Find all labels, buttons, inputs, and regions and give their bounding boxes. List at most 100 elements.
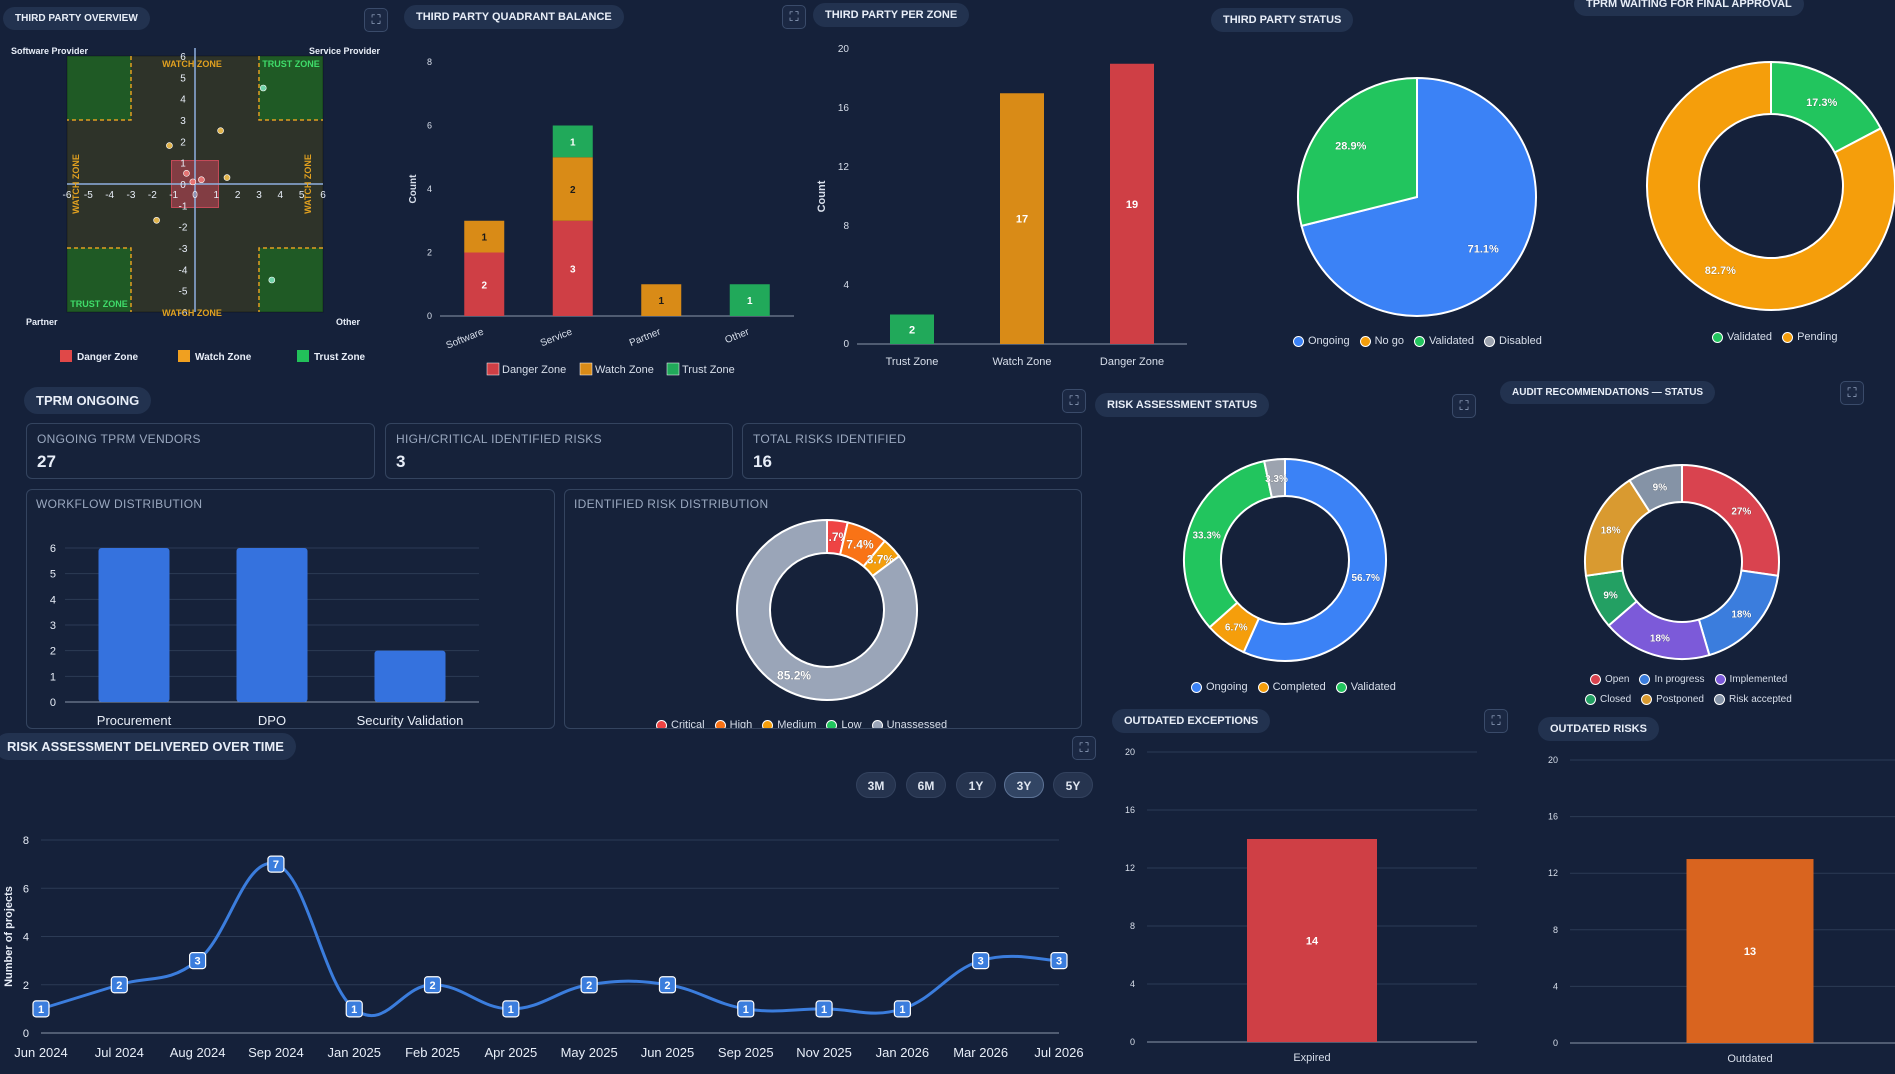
y-tick-label: 4 bbox=[427, 184, 432, 194]
data-point bbox=[268, 276, 276, 284]
legend-item[interactable]: Critical bbox=[656, 719, 705, 728]
y-tick-label: 4 bbox=[50, 594, 56, 606]
x-tick-label: Apr 2025 bbox=[484, 1045, 537, 1060]
kpi-total-risks: TOTAL RISKS IDENTIFIED 16 bbox=[742, 423, 1082, 479]
bar-segment bbox=[464, 220, 505, 253]
y-tick-label: -1 bbox=[179, 201, 188, 212]
bar-value-label: 1 bbox=[747, 296, 753, 307]
x-tick-label: Service bbox=[539, 326, 574, 349]
data-label: 2 bbox=[664, 980, 670, 992]
legend-swatch bbox=[762, 719, 774, 728]
audit-expand-icon[interactable]: ⛶ bbox=[1840, 381, 1864, 405]
quadrant-expand-icon[interactable]: ⛶ bbox=[782, 5, 806, 29]
overview-quadrant-chart: -6-6-5-5-4-4-3-3-2-2-1-100112233445566WA… bbox=[11, 46, 380, 363]
slice-label: 27% bbox=[1731, 507, 1751, 518]
data-label: 2 bbox=[429, 980, 435, 992]
bar-value-label: 1 bbox=[570, 137, 576, 148]
legend-item[interactable]: Medium bbox=[762, 719, 816, 728]
legend-item[interactable]: Postponed bbox=[1641, 694, 1704, 705]
x-tick-label: 0 bbox=[192, 190, 198, 201]
y-tick-label: -2 bbox=[179, 223, 188, 234]
riskdist-panel: IDENTIFIED RISK DISTRIBUTION 3.7% 7.4% 3.7… bbox=[564, 489, 1082, 729]
legend-item[interactable]: Ongoing bbox=[1293, 335, 1350, 347]
data-label: 1 bbox=[821, 1004, 827, 1016]
range-button-5y[interactable]: 5Y bbox=[1053, 772, 1093, 798]
bar-value-label: 14 bbox=[1306, 936, 1319, 948]
data-label: 1 bbox=[899, 1004, 905, 1016]
y-tick-label: 6 bbox=[427, 121, 432, 131]
legend-item[interactable]: In progress bbox=[1639, 674, 1705, 685]
status-pie-chart: 71.1% 28.9% bbox=[1297, 76, 1537, 317]
legend-item[interactable]: Ongoing bbox=[1191, 681, 1248, 693]
riskstatus-expand-icon[interactable]: ⛶ bbox=[1452, 394, 1476, 418]
y-tick-label: -4 bbox=[179, 265, 188, 276]
pie-slice bbox=[1183, 459, 1274, 629]
x-tick-label: -6 bbox=[63, 190, 72, 201]
corner-label: Software Provider bbox=[11, 46, 89, 56]
legend-item[interactable]: Validated bbox=[1413, 335, 1474, 347]
legend-item[interactable]: Risk accepted bbox=[1713, 694, 1792, 705]
kpi-value: 16 bbox=[753, 452, 772, 471]
status-title: THIRD PARTY STATUS bbox=[1211, 8, 1354, 32]
y-tick-label: 12 bbox=[1125, 863, 1135, 873]
y-tick-label: 0 bbox=[843, 339, 849, 350]
bar-segment bbox=[552, 220, 593, 316]
slice-label: 71.1% bbox=[1468, 244, 1499, 256]
legend-label: Validated bbox=[1727, 331, 1773, 343]
x-tick-label: Danger Zone bbox=[1100, 356, 1164, 368]
legend-swatch bbox=[871, 719, 883, 728]
range-button-1y[interactable]: 1Y bbox=[956, 772, 996, 798]
legend-item[interactable]: Unassessed bbox=[871, 719, 948, 729]
data-point bbox=[423, 976, 442, 994]
legend-item[interactable]: High bbox=[714, 719, 752, 728]
x-tick-label: Jul 2024 bbox=[95, 1045, 144, 1060]
workflow-bar-chart: 0 1 2 3 4 5 6 Procurement DPO Security Validation bbox=[50, 543, 479, 728]
legend-item[interactable]: No go bbox=[1359, 335, 1404, 347]
legend-swatch bbox=[1257, 681, 1269, 693]
legend-item[interactable]: Open bbox=[1590, 674, 1629, 685]
y-tick-label: 6 bbox=[50, 543, 56, 555]
range-button-3y[interactable]: 3Y bbox=[1004, 772, 1044, 798]
x-tick-label: 5 bbox=[299, 190, 305, 201]
legend-swatch bbox=[1585, 694, 1596, 705]
ongoing-title: TPRM ONGOING bbox=[24, 387, 152, 414]
legend-swatch bbox=[1335, 681, 1347, 693]
legend-swatch bbox=[1191, 681, 1202, 693]
legend-item[interactable]: Disabled bbox=[1484, 335, 1542, 347]
legend-item[interactable]: Validated bbox=[1712, 331, 1772, 343]
delivered-expand-icon[interactable]: ⛶ bbox=[1072, 736, 1096, 760]
range-button-3m[interactable]: 3M bbox=[856, 772, 896, 798]
pie-slice bbox=[1242, 457, 1387, 662]
overview-expand-icon[interactable]: ⛶ bbox=[364, 8, 388, 32]
legend-item[interactable]: Validated bbox=[1335, 681, 1396, 693]
kpi-value: 3 bbox=[396, 452, 406, 471]
y-tick-label: 12 bbox=[838, 162, 850, 173]
x-tick-label: -3 bbox=[127, 190, 136, 201]
legend-item[interactable]: Pending bbox=[1782, 331, 1837, 343]
y-tick-label: 0 bbox=[1553, 1038, 1558, 1048]
legend-swatch bbox=[714, 719, 726, 728]
x-tick-label: Security Validation bbox=[357, 713, 464, 728]
y-tick-label: 6 bbox=[23, 883, 29, 895]
y-tick-label: 0 bbox=[1130, 1037, 1135, 1047]
range-button-6m[interactable]: 6M bbox=[906, 772, 946, 798]
legend-item[interactable]: Implemented bbox=[1714, 674, 1787, 685]
slice-label: 17.3% bbox=[1806, 97, 1837, 109]
legend-item[interactable]: Low bbox=[826, 719, 862, 729]
legend-label: Low bbox=[841, 719, 862, 729]
legend-label: Unassessed bbox=[886, 719, 948, 729]
legend-item[interactable]: Completed bbox=[1257, 681, 1326, 693]
legend-item[interactable]: Closed bbox=[1585, 694, 1631, 705]
bar bbox=[98, 548, 170, 702]
corner-label: Other bbox=[336, 317, 361, 327]
zone-boundary bbox=[258, 56, 323, 121]
data-point bbox=[32, 1000, 50, 1018]
ongoing-expand-icon[interactable]: ⛶ bbox=[1062, 389, 1086, 413]
data-label: 2 bbox=[116, 980, 122, 992]
y-tick-label: 8 bbox=[1130, 921, 1135, 931]
x-tick-label: 6 bbox=[320, 190, 326, 201]
y-tick-label: 4 bbox=[23, 932, 29, 944]
outdated-exceptions-expand-icon[interactable]: ⛶ bbox=[1484, 709, 1508, 733]
y-tick-label: 2 bbox=[180, 137, 186, 148]
kpi-label: HIGH/CRITICAL IDENTIFIED RISKS bbox=[396, 432, 602, 446]
